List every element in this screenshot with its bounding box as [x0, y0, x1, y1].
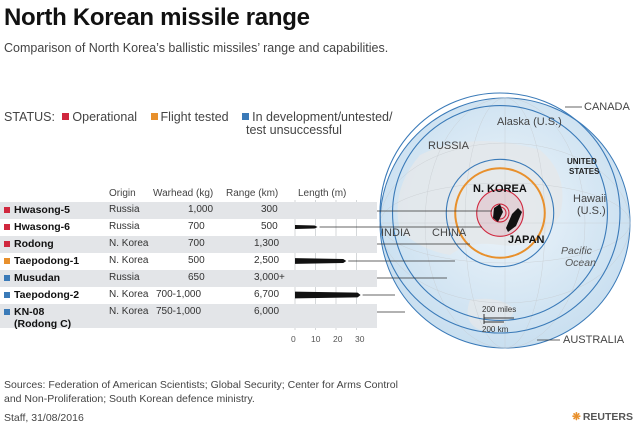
- status-square: [4, 292, 10, 298]
- missile-range: 6,700: [254, 289, 280, 300]
- label-hawaii-line2: (U.S.): [577, 205, 606, 217]
- missile-range: 6,000: [254, 306, 280, 317]
- missile-origin: N. Korea: [109, 306, 149, 317]
- label-china: CHINA: [432, 227, 467, 239]
- legend-development-line2: test unsuccessful: [246, 123, 342, 137]
- label-india: INDIA: [381, 227, 411, 239]
- credit-line: Staff, 31/08/2016: [4, 412, 84, 424]
- status-square: [4, 275, 10, 281]
- length-tick-30: 30: [355, 334, 365, 344]
- development-swatch: [242, 113, 250, 121]
- table-row: [0, 304, 377, 328]
- missile-length-bar: [295, 291, 361, 299]
- length-tick-10: 10: [311, 334, 321, 344]
- scale-miles-label: 200 miles: [482, 305, 517, 314]
- label-australia: AUSTRALIA: [563, 334, 625, 346]
- label-us-line2: STATES: [569, 167, 600, 176]
- missile-name: Taepodong-2: [14, 289, 80, 301]
- missile-origin: N. Korea: [109, 289, 149, 300]
- missile-warhead: 700-1,000: [156, 289, 202, 300]
- missile-origin: Russia: [109, 204, 140, 215]
- legend-flight-tested: Flight tested: [160, 110, 229, 124]
- legend-operational: Operational: [72, 110, 138, 124]
- status-square: [4, 224, 10, 230]
- status-label: STATUS:: [4, 110, 55, 124]
- missile-name: Musudan: [14, 272, 61, 284]
- missile-origin: Russia: [109, 272, 140, 283]
- japan-shape: [506, 208, 522, 232]
- missile-length-bar: [295, 258, 347, 264]
- range-ring: [391, 104, 609, 322]
- table-row: [0, 270, 377, 287]
- missile-warhead: 750-1,000: [156, 306, 202, 317]
- missile-warhead: 700: [188, 238, 205, 249]
- missile-name: Taepodong-1: [14, 255, 80, 267]
- status-square: [4, 241, 10, 247]
- globe-grid: [379, 97, 631, 349]
- missile-range: 500: [261, 221, 278, 232]
- status-square: [4, 207, 10, 213]
- range-ring: [454, 167, 546, 259]
- label-hawaii-line1: Hawaii: [573, 193, 607, 205]
- missile-range: 1,300: [254, 238, 280, 249]
- reuters-logo: ❋ REUTERS: [572, 411, 633, 423]
- header-length: Length (m): [298, 188, 347, 199]
- sources-note: Sources: Federation of American Scientis…: [4, 379, 398, 405]
- chart-title: North Korean missile range: [4, 4, 310, 31]
- status-square: [4, 258, 10, 264]
- missile-name: KN-08: [14, 306, 45, 318]
- operational-swatch: [62, 113, 70, 121]
- status-square: [4, 309, 10, 315]
- missile-warhead: 650: [188, 272, 205, 283]
- missile-origin: Russia: [109, 221, 140, 232]
- missile-length-bar: [295, 224, 318, 230]
- missile-name: Rodong: [14, 238, 54, 250]
- label-alaska: Alaska (U.S.): [497, 116, 562, 128]
- missile-range: 3,000+: [254, 272, 285, 283]
- reuters-wordmark: REUTERS: [582, 411, 633, 423]
- reuters-dots-icon: ❋: [572, 411, 581, 423]
- missile-name: Hwasong-6: [14, 221, 71, 233]
- label-north-korea: N. KOREA: [473, 183, 527, 195]
- missile-warhead: 700: [188, 221, 205, 232]
- missile-name: Hwasong-5: [14, 204, 71, 216]
- legend-development: In development/untested/: [252, 110, 393, 124]
- korea-peninsula-shape: [493, 204, 503, 222]
- range-ring: [445, 158, 555, 268]
- land-asia: [397, 141, 563, 255]
- label-japan: JAPAN: [508, 234, 545, 246]
- scale-bar: [483, 314, 514, 324]
- range-ring: [476, 189, 524, 237]
- header-origin: Origin: [109, 188, 136, 199]
- label-pacific-line1: Pacific: [561, 245, 592, 257]
- label-canada: CANADA: [584, 101, 630, 113]
- length-tick-20: 20: [333, 334, 343, 344]
- missile-range: 300: [261, 204, 278, 215]
- length-tick-0: 0: [291, 334, 296, 344]
- missile-warhead: 500: [188, 255, 205, 266]
- label-pacific-line2: Ocean: [565, 257, 596, 269]
- missile-name-line2: (Rodong C): [14, 318, 72, 330]
- flight-tested-swatch: [150, 113, 158, 121]
- missile-warhead: 1,000: [188, 204, 214, 215]
- label-us-line1: UNITED: [567, 157, 597, 166]
- missile-range: 2,500: [254, 255, 280, 266]
- header-range: Range (km): [226, 188, 279, 199]
- scale-km-label: 200 km: [482, 325, 509, 334]
- status-legend: STATUS: Operational Flight tested In dev…: [4, 110, 392, 124]
- table-row: [0, 236, 377, 253]
- chart-subtitle: Comparison of North Korea’s ballistic mi…: [4, 41, 389, 55]
- header-warhead: Warhead (kg): [153, 188, 214, 199]
- label-russia: RUSSIA: [428, 140, 469, 152]
- table-row: [0, 202, 377, 219]
- range-ring: [379, 92, 621, 334]
- missile-origin: N. Korea: [109, 238, 149, 249]
- missile-origin: N. Korea: [109, 255, 149, 266]
